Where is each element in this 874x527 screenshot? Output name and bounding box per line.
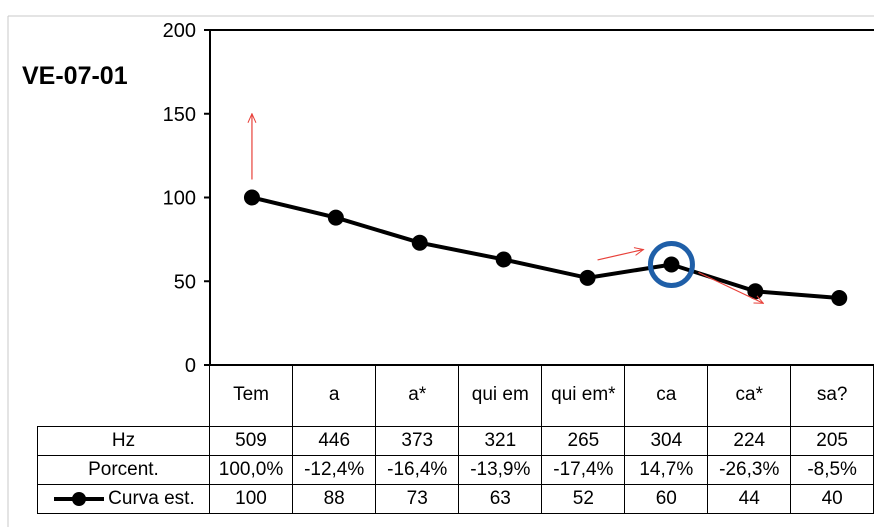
highlight-circle <box>647 241 695 288</box>
table-row: Curva est. 100 88 73 63 52 60 44 40 <box>37 484 874 514</box>
data-point-ca <box>663 256 680 273</box>
table-cell: 265 <box>541 426 626 456</box>
y-tick-label-150: 150 <box>163 104 196 126</box>
table-cell: 44 <box>707 484 792 514</box>
x-tick-label: qui em* <box>541 364 626 427</box>
data-point-ca- <box>747 283 764 300</box>
data-point-Tem <box>243 189 260 206</box>
table-row: Hz 509 446 373 321 265 304 224 205 <box>37 426 874 456</box>
table-cell: 373 <box>375 426 460 456</box>
table-cell: 52 <box>541 484 626 514</box>
table-cell: 304 <box>624 426 709 456</box>
data-point-qui-em- <box>579 269 596 286</box>
table-cell: 205 <box>790 426 874 456</box>
table-row: Porcent. 100,0% -12,4% -16,4% -13,9% -17,4% 14… <box>37 455 874 485</box>
table-cell: 60 <box>624 484 709 514</box>
table-cell: 509 <box>208 426 294 456</box>
data-point-a <box>327 209 344 226</box>
arrow-fall-annotation <box>698 271 763 304</box>
table-cell: -8,5% <box>790 455 874 485</box>
table-cell: -13,9% <box>458 455 543 485</box>
data-point-sa- <box>831 290 848 306</box>
x-tick-label: a* <box>375 364 460 427</box>
data-table: Tem a a* qui em qui em* ca ca* sa? Hz 509 446 373 32… <box>37 364 874 514</box>
x-tick-label: ca <box>624 364 709 427</box>
data-marks <box>243 189 848 306</box>
table-row-label: Porcent. <box>88 459 159 480</box>
table-cell: 446 <box>292 426 377 456</box>
table-row-label: Curva est. <box>108 488 195 509</box>
y-tick-label-200: 200 <box>163 20 196 42</box>
table-row-header: Curva est. <box>37 484 210 514</box>
table-row-header: Porcent. <box>37 455 210 485</box>
y-tick-label-50: 50 <box>174 271 196 293</box>
table-cell: 100,0% <box>208 455 294 485</box>
x-tick-label: sa? <box>790 364 874 427</box>
table-cell: 40 <box>790 484 874 514</box>
table-cell: 321 <box>458 426 543 456</box>
table-row-header: Hz <box>37 426 210 456</box>
x-tick-label: ca* <box>707 364 792 427</box>
data-point-a- <box>411 234 428 251</box>
x-tick-label: Tem <box>208 364 294 427</box>
y-tick-label-100: 100 <box>163 188 196 210</box>
series-line <box>251 195 840 300</box>
category-row: Tem a a* qui em qui em* ca ca* sa? <box>37 364 874 427</box>
table-cell: -26,3% <box>707 455 792 485</box>
table-row-label: Hz <box>111 430 136 451</box>
table-cell: -17,4% <box>541 455 626 485</box>
arrow-rise-annotation <box>597 250 644 261</box>
table-cell: 100 <box>208 484 294 514</box>
annotations <box>252 114 763 304</box>
chart-title: VE-07-01 <box>22 62 128 90</box>
table-cell: 73 <box>375 484 460 514</box>
table-cell: -16,4% <box>375 455 460 485</box>
table-cell: 63 <box>458 484 543 514</box>
table-corner-blank <box>37 364 210 427</box>
data-point-qui-em <box>495 251 512 268</box>
table-cell: 88 <box>292 484 377 514</box>
x-tick-label: a <box>292 364 377 427</box>
table-cell: -12,4% <box>292 455 377 485</box>
legend-key-icon <box>54 491 105 506</box>
table-cell: 224 <box>707 426 792 456</box>
x-tick-label: qui em <box>458 364 543 427</box>
table-cell: 14,7% <box>624 455 709 485</box>
